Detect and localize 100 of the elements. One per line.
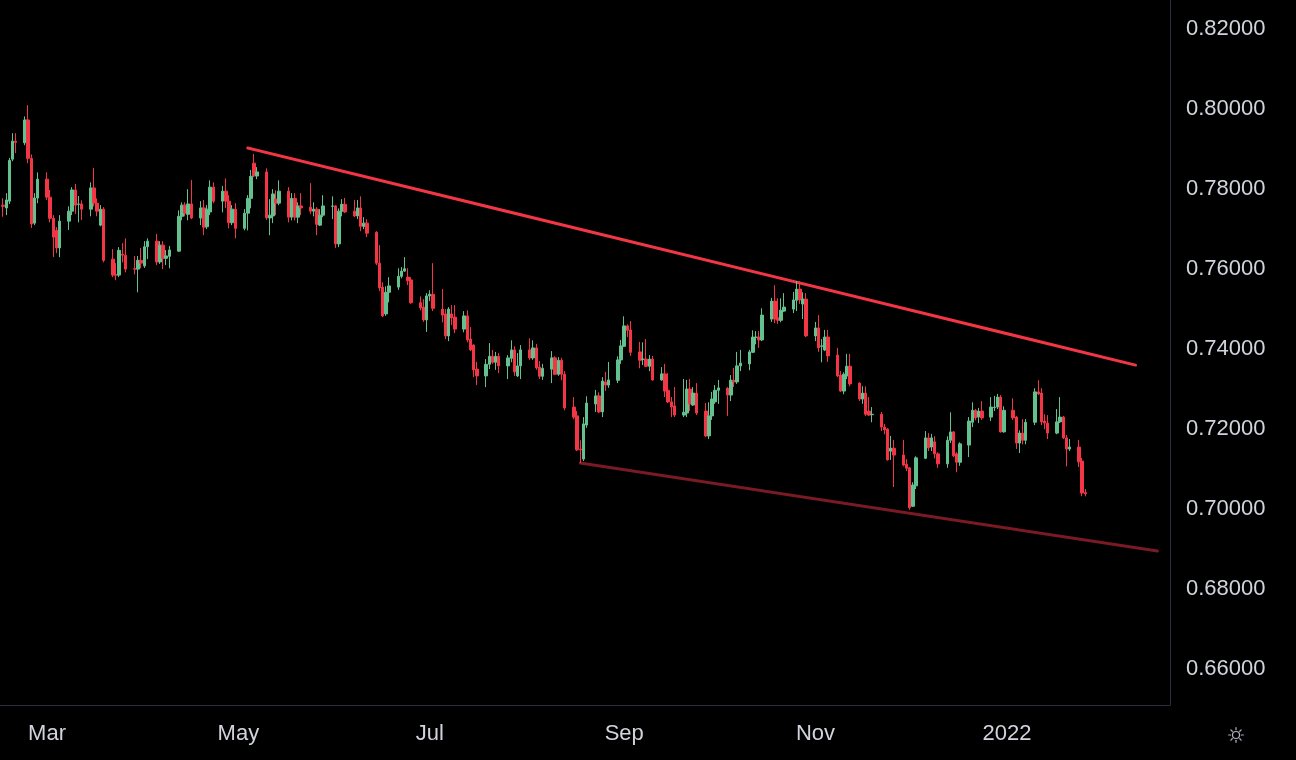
candlestick [892,439,896,488]
candlestick [757,330,761,349]
candlestick [858,381,861,402]
x-tick-label: Sep [604,719,644,745]
x-tick-label: May [217,719,260,745]
candlestick [494,351,497,371]
candlestick [111,248,115,278]
candlestick [870,406,874,423]
y-tick-label: 0.80000 [1186,94,1266,120]
candlestick [252,153,256,178]
candlestick [230,204,234,226]
candlestick [133,255,137,275]
candlestick [331,195,334,220]
candlestick [164,249,168,266]
candlestick [397,267,400,291]
candlestick [864,385,867,417]
candlestick [343,197,347,214]
candlestick [58,214,61,258]
candlestick [519,344,522,380]
candlestick [139,247,143,269]
candlestick [315,206,319,236]
candlestick [212,181,215,204]
candlestick [889,435,893,461]
candlestick [1,197,5,218]
candlestick [779,297,783,323]
y-tick-label: 0.66000 [1186,654,1266,680]
candlestick [309,182,312,215]
candlestick [296,201,300,224]
candlestick [641,341,645,366]
candlestick [726,386,729,417]
candlestick [688,378,692,412]
candlestick [886,427,889,462]
candlestick [353,199,356,218]
candlestick [234,202,237,239]
candlestick [356,199,359,220]
candlestick [848,353,852,387]
candlestick [136,255,140,293]
candlestick [814,321,817,342]
x-tick-label: 2022 [982,719,1032,745]
candlestick [299,192,303,216]
y-tick-label: 0.70000 [1186,494,1266,520]
candlestick [804,292,808,338]
y-tick-label: 0.78000 [1186,174,1266,200]
candlestick [1068,438,1071,452]
candlestick [117,246,121,278]
candlestick [695,382,698,416]
candlestick [77,195,80,223]
candlestick [550,350,554,384]
candlestick [604,371,607,392]
candlestick [14,132,17,154]
candlestick [597,391,601,414]
candlestick [557,356,560,377]
candlestick [638,341,642,369]
candlestick [924,430,927,460]
candlestick [143,240,146,269]
candlestick [717,379,720,405]
candlestick [293,192,297,221]
candlestick [221,185,224,213]
candlestick [682,378,686,418]
candlestick [977,407,980,424]
candlestick [880,411,883,432]
y-tick-label: 0.72000 [1186,414,1266,440]
candlestick [1018,429,1021,454]
candlestick [980,400,984,421]
x-tick-label: Mar [28,719,66,745]
candlestick [462,310,466,333]
candlestick [89,181,93,217]
candlestick [1046,414,1049,440]
candlestick [290,192,293,221]
candlestick [80,199,83,221]
candlestick [359,195,362,232]
candlestick [161,240,165,270]
candlestick [629,320,632,357]
candlestick [826,329,830,363]
candlestick [801,291,805,320]
candlestick [798,280,802,305]
candlestick [431,262,435,312]
candlestick [648,354,651,372]
candlestick [202,199,206,236]
x-tick-label: Nov [795,719,836,745]
candlestick [1033,387,1037,426]
candlestick [190,179,193,220]
candlestick [168,245,171,269]
candlestick [362,216,366,230]
candlestick [795,280,798,312]
candlestick [531,339,535,361]
candlestick [541,363,544,381]
candlestick [930,433,933,452]
candlestick [644,338,648,368]
candlestick [99,204,102,227]
candlestick [255,166,259,180]
y-tick-label: 0.68000 [1186,574,1266,600]
candlestick [74,183,77,215]
candlestick [861,385,864,405]
candlestick [958,441,962,467]
candlestick [735,351,739,385]
candlestick [927,432,930,452]
candlestick [660,366,664,382]
candlestick [199,200,203,226]
candlestick [729,374,733,402]
